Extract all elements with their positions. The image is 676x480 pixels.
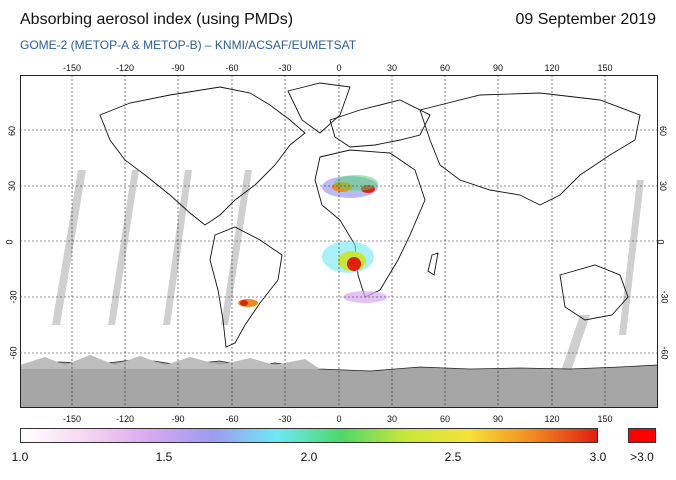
lon-tick-top: -60 — [225, 63, 239, 73]
lon-tick-bottom: 60 — [439, 414, 451, 424]
asia-outline — [419, 92, 641, 206]
lon-tick-top: -120 — [115, 63, 135, 73]
map-date: 09 September 2019 — [515, 11, 656, 28]
lon-tick-top: 120 — [544, 63, 560, 73]
colorbar-label: 3.0 — [589, 450, 607, 464]
lon-tick-bottom: 120 — [544, 414, 560, 424]
australia-outline — [559, 264, 629, 321]
map-frame — [20, 75, 658, 408]
lat-tick-left: -60 — [8, 346, 19, 360]
lon-tick-bottom: 90 — [492, 414, 504, 424]
lat-tick-right: 60 — [658, 125, 669, 137]
colorbar — [20, 428, 598, 443]
aerosol-south-america-core — [240, 300, 248, 306]
colorbar-label: 2.0 — [300, 450, 318, 464]
africa-outline — [314, 149, 426, 298]
antarctic-edge — [20, 355, 320, 369]
lon-tick-top: -90 — [171, 63, 185, 73]
lon-tick-top: -30 — [278, 63, 292, 73]
lat-tick-right: -30 — [659, 290, 670, 304]
map-title: Absorbing aerosol index (using PMDs) — [20, 11, 294, 28]
lon-tick-bottom: -90 — [171, 414, 185, 424]
lat-tick-right: 30 — [658, 180, 669, 192]
colorbar-label: 2.5 — [444, 450, 462, 464]
lat-tick-left: 30 — [7, 180, 18, 192]
south-america-outline — [209, 226, 283, 348]
lat-tick-left: 0 — [4, 239, 15, 245]
coastlines — [99, 82, 641, 348]
lat-tick-left: -30 — [8, 290, 19, 304]
colorbar-fill — [21, 429, 597, 442]
aerosol-sahara-ring — [334, 175, 378, 191]
aerosol-patches — [238, 175, 387, 307]
colorbar-over-swatch — [628, 428, 656, 443]
lon-tick-bottom: 0 — [336, 414, 342, 424]
lat-tick-left: 60 — [7, 125, 18, 137]
madagascar-outline — [427, 252, 439, 276]
lon-tick-bottom: -120 — [115, 414, 135, 424]
north-america-outline — [99, 86, 306, 226]
colorbar-label: 1.5 — [155, 450, 173, 464]
lon-tick-bottom: -30 — [278, 414, 292, 424]
lon-tick-top: 150 — [597, 63, 613, 73]
world-map — [20, 75, 658, 408]
aerosol-central-africa-core — [347, 257, 361, 271]
map-subtitle: GOME-2 (METOP-A & METOP-B) – KNMI/ACSAF/… — [20, 38, 357, 52]
lon-tick-top: 30 — [386, 63, 398, 73]
lon-tick-bottom: -150 — [62, 414, 82, 424]
colorbar-over-label: >3.0 — [630, 450, 654, 464]
lon-tick-bottom: 150 — [597, 414, 613, 424]
lat-tick-right: -60 — [659, 346, 670, 360]
lon-tick-bottom: -60 — [225, 414, 239, 424]
lon-tick-top: 0 — [336, 63, 342, 73]
lon-tick-bottom: 30 — [386, 414, 398, 424]
greenland-outline — [287, 82, 351, 134]
graticule — [20, 75, 658, 408]
europe-outline — [329, 99, 431, 148]
lon-tick-top: -150 — [62, 63, 82, 73]
lon-tick-top: 90 — [492, 63, 504, 73]
lon-tick-top: 60 — [439, 63, 451, 73]
colorbar-label: 1.0 — [11, 450, 29, 464]
